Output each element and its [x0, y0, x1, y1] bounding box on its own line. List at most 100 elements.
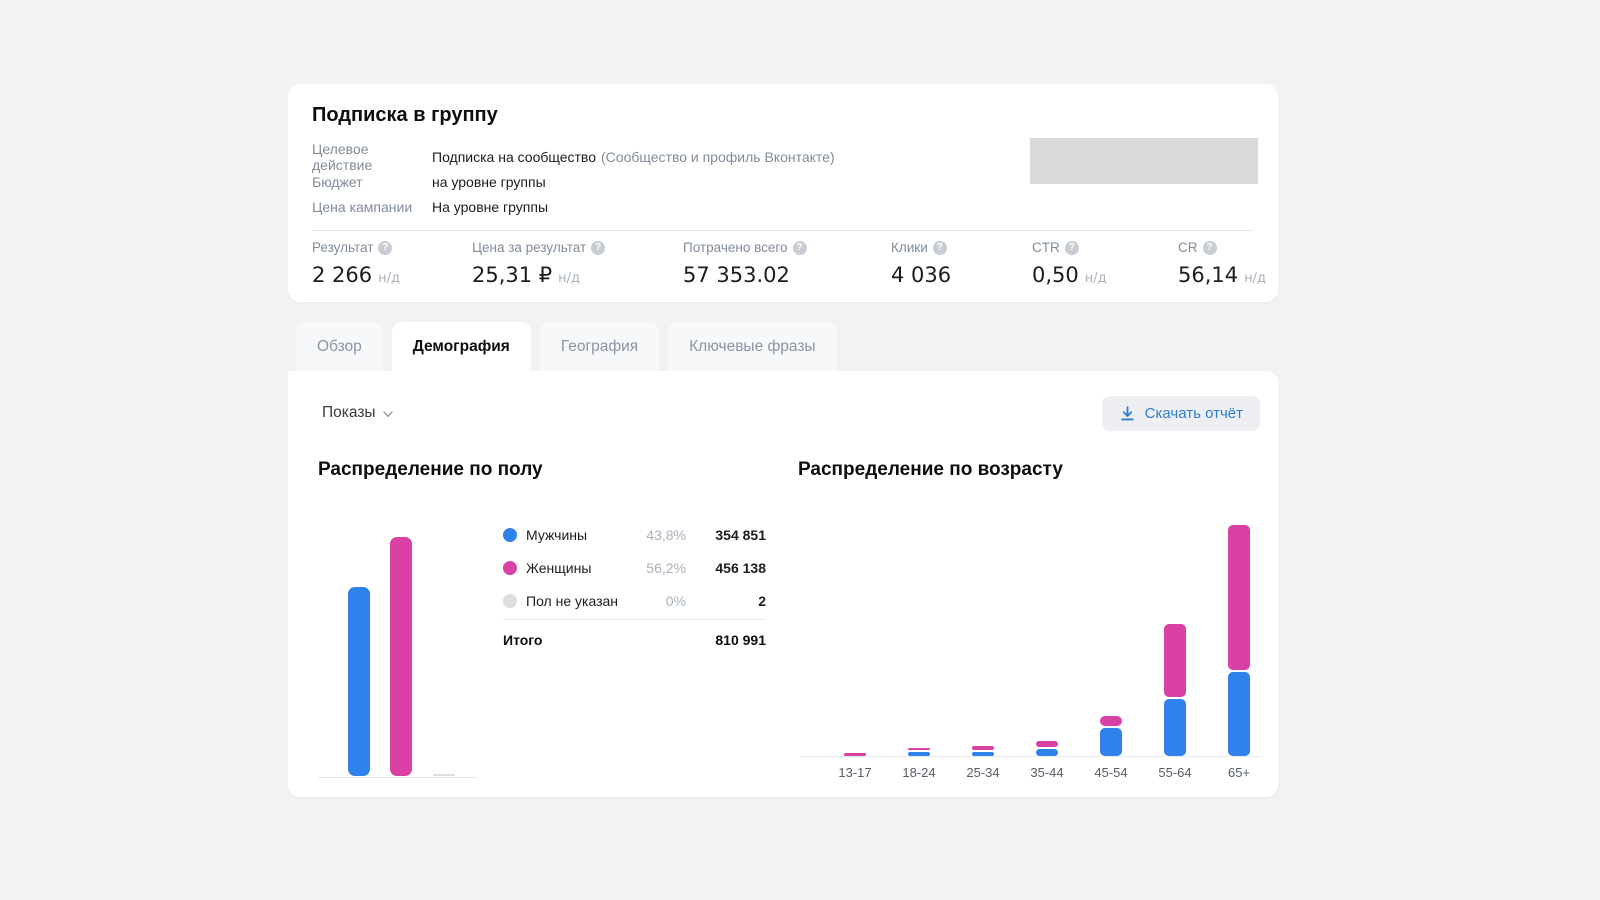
info-value: на уровне группы	[432, 173, 546, 190]
male-dot-icon	[503, 527, 517, 542]
help-icon[interactable]	[932, 240, 947, 255]
age-segment-Женщины-55-64	[1164, 624, 1186, 697]
divider	[312, 230, 1254, 231]
age-bar-35-44[interactable]	[1036, 741, 1058, 756]
age-tick-label: 35-44	[1030, 765, 1064, 780]
stat-value: 57 353.02	[683, 263, 790, 287]
info-row-budget: Бюджет на уровне группы	[312, 169, 835, 194]
info-row-target-action: Целевое действие Подписка на сообщество …	[312, 141, 835, 173]
stat-value: 56,14	[1178, 263, 1239, 287]
download-report-button[interactable]: Скачать отчёт	[1101, 396, 1260, 431]
divider	[503, 619, 766, 620]
stat-clicks: Клики 4 036	[891, 240, 951, 287]
metric-dropdown[interactable]: Показы	[322, 404, 395, 422]
age-bar-25-34[interactable]	[972, 746, 994, 756]
age-chart: 13-17 18-24 25-34 35-44 45-54 55-64 65+	[800, 510, 1262, 790]
age-bar-45-54[interactable]	[1100, 716, 1122, 756]
stat-suffix: н/д	[558, 271, 581, 286]
gender-chart	[318, 531, 478, 778]
legend-row-unknown: Пол не указан 0% 2	[503, 584, 766, 617]
unknown-dot-icon	[503, 593, 517, 608]
age-segment-Женщины-45-54	[1100, 716, 1122, 726]
stat-result: Результат 2 266 н/д	[312, 240, 400, 287]
age-segment-Мужчины-35-44	[1036, 749, 1058, 756]
age-tick-label: 13-17	[838, 765, 872, 780]
gender-chart-axis	[318, 777, 478, 778]
age-tick-label: 65+	[1227, 765, 1251, 780]
stat-label: Клики	[891, 240, 928, 255]
age-section-title: Распределение по возрасту	[798, 459, 1063, 480]
stat-cr: CR 56,14 н/д	[1178, 240, 1266, 287]
help-icon[interactable]	[591, 240, 606, 255]
gender-bar-unknown[interactable]	[433, 774, 455, 776]
tab-bar: Обзор Демография География Ключевые фраз…	[296, 322, 837, 371]
age-segment-Женщины-35-44	[1036, 741, 1058, 747]
stat-label: CTR	[1032, 240, 1060, 255]
stat-value: 25,31 ₽	[472, 263, 553, 287]
stat-value: 2 266	[312, 263, 373, 287]
stat-suffix: н/д	[1084, 271, 1107, 286]
stat-suffix: н/д	[378, 271, 400, 286]
info-row-campaign-price: Цена кампании На уровне группы	[312, 194, 835, 219]
total-label: Итого	[503, 632, 543, 648]
legend-value: 354 851	[715, 526, 766, 543]
age-chart-bars	[800, 510, 1262, 757]
tab-key-phrases[interactable]: Ключевые фразы	[668, 322, 837, 371]
download-report-label: Скачать отчёт	[1144, 405, 1243, 422]
help-icon[interactable]	[1202, 240, 1217, 255]
legend-percent: 43,8%	[646, 526, 686, 543]
age-segment-Мужчины-25-34	[972, 752, 994, 756]
gender-section-title: Распределение по полу	[318, 459, 543, 480]
tab-overview[interactable]: Обзор	[296, 322, 383, 371]
help-icon[interactable]	[378, 240, 393, 255]
age-segment-Женщины-25-34	[972, 746, 994, 750]
info-value: Подписка на сообщество	[432, 148, 597, 165]
gender-bar-female[interactable]	[390, 537, 412, 776]
campaign-title: Подписка в группу	[312, 104, 498, 126]
age-tick-label: 55-64	[1158, 765, 1192, 780]
info-value: На уровне группы	[432, 198, 549, 215]
age-segment-Мужчины-45-54	[1100, 728, 1122, 756]
legend-label: Женщины	[526, 559, 592, 576]
age-segment-Мужчины-55-64	[1164, 699, 1186, 756]
age-tick-label: 45-54	[1094, 765, 1128, 780]
age-tick-label: 25-34	[966, 765, 1000, 780]
stat-label: Цена за результат	[472, 240, 587, 255]
stat-value: 4 036	[891, 263, 952, 287]
total-value: 810 991	[715, 632, 766, 648]
demographics-panel: Показы Скачать отчёт Распределение по по…	[288, 371, 1278, 797]
age-tick-label: 18-24	[902, 765, 936, 780]
info-value-secondary: (Сообщество и профиль Вконтакте)	[601, 148, 835, 165]
legend-row-male: Мужчины 43,8% 354 851	[503, 518, 766, 551]
age-segment-Мужчины-18-24	[908, 752, 930, 756]
legend-label: Пол не указан	[526, 592, 619, 609]
legend-value: 2	[758, 592, 766, 609]
campaign-summary-card: Подписка в группу Целевое действие Подпи…	[288, 84, 1278, 302]
chevron-down-icon	[382, 411, 393, 417]
age-segment-Женщины-13-17	[844, 753, 866, 756]
age-bar-18-24[interactable]	[908, 748, 930, 756]
age-bar-13-17[interactable]	[844, 753, 866, 756]
tab-geography[interactable]: География	[539, 322, 660, 371]
help-icon[interactable]	[1064, 240, 1079, 255]
legend-total-row: Итого 810 991	[503, 620, 766, 660]
redacted-block	[1030, 138, 1258, 184]
help-icon[interactable]	[792, 240, 807, 255]
campaign-info: Целевое действие Подписка на сообщество …	[312, 141, 835, 219]
age-chart-axis	[800, 756, 1262, 757]
age-bar-65+[interactable]	[1228, 525, 1250, 756]
legend-row-female: Женщины 56,2% 456 138	[503, 551, 766, 584]
legend-percent: 0%	[665, 592, 686, 609]
age-bar-55-64[interactable]	[1164, 624, 1186, 756]
info-label: Цена кампании	[312, 198, 413, 215]
stat-label: Результат	[312, 240, 374, 255]
age-segment-Женщины-18-24	[908, 748, 930, 750]
info-label: Целевое действие	[312, 140, 373, 173]
stat-ctr: CTR 0,50 н/д	[1032, 240, 1107, 287]
legend-value: 456 138	[715, 559, 766, 576]
stat-label: CR	[1178, 240, 1198, 255]
female-dot-icon	[503, 560, 517, 575]
tab-demographics[interactable]: Демография	[391, 322, 531, 371]
metric-dropdown-label: Показы	[322, 404, 376, 421]
gender-bar-male[interactable]	[348, 587, 370, 776]
